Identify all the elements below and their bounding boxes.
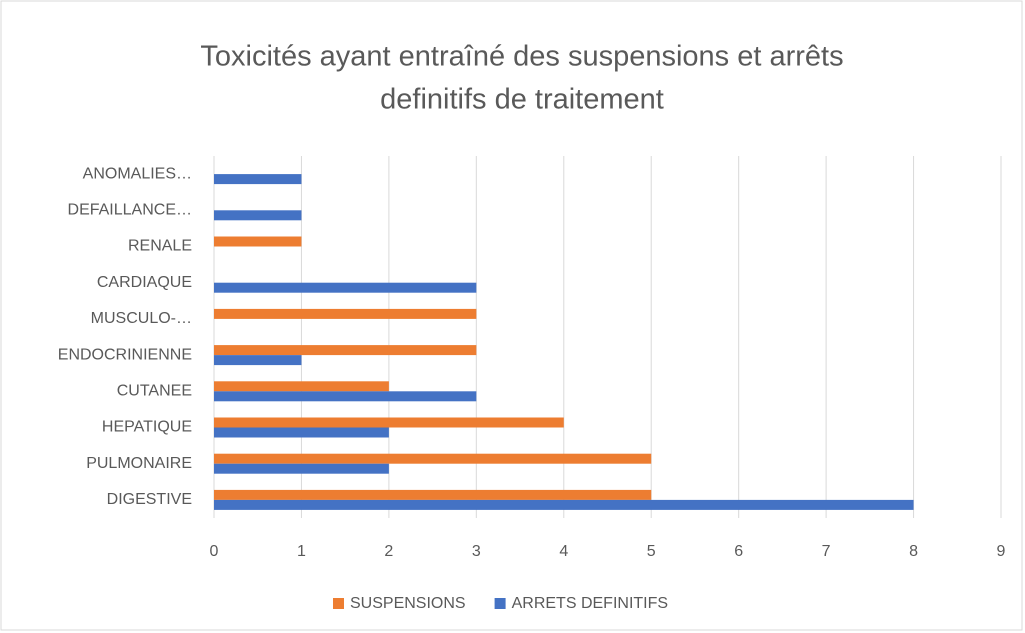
legend-label: SUSPENSIONS <box>350 595 466 612</box>
x-tick-label: 4 <box>559 543 568 560</box>
legend-swatch <box>494 598 506 609</box>
bar <box>214 210 302 221</box>
bar <box>214 463 389 474</box>
bar <box>214 489 652 500</box>
bar <box>214 417 564 428</box>
bar <box>214 345 477 356</box>
legend-swatch <box>333 598 344 609</box>
y-tick-label: PULMONAIRE <box>86 455 192 472</box>
y-tick-label: CUTANEE <box>117 383 192 400</box>
bar <box>214 427 389 438</box>
y-tick-label: CARDIAQUE <box>97 274 192 291</box>
chart-title: Toxicités ayant entraîné des suspensions… <box>200 41 843 73</box>
y-tick-label: MUSCULO-… <box>91 310 192 327</box>
y-tick-label: RENALE <box>128 238 192 255</box>
y-tick-label: DIGESTIVE <box>107 491 192 508</box>
x-tick-label: 1 <box>297 543 306 560</box>
y-tick-label: ENDOCRINIENNE <box>58 346 192 363</box>
bar <box>214 282 477 293</box>
x-tick-label: 2 <box>384 543 393 560</box>
x-tick-label: 7 <box>822 543 831 560</box>
x-tick-label: 8 <box>909 543 918 560</box>
legend-label: ARRETS DEFINITIFS <box>512 595 668 612</box>
x-tick-label: 0 <box>210 543 219 560</box>
bar <box>214 453 652 464</box>
bar <box>214 236 302 247</box>
y-tick-label: HEPATIQUE <box>102 419 192 436</box>
bar <box>214 499 914 510</box>
x-tick-label: 3 <box>472 543 481 560</box>
y-tick-label: DEFAILLANCE… <box>68 202 192 219</box>
bar <box>214 174 302 185</box>
bar <box>214 381 389 392</box>
x-tick-label: 9 <box>997 543 1006 560</box>
x-tick-label: 6 <box>734 543 743 560</box>
x-tick-label: 5 <box>647 543 656 560</box>
bar <box>214 308 477 319</box>
chart-title: definitifs de traitement <box>380 84 664 116</box>
bar <box>214 391 477 402</box>
bar <box>214 355 302 366</box>
y-tick-label: ANOMALIES… <box>83 165 192 182</box>
